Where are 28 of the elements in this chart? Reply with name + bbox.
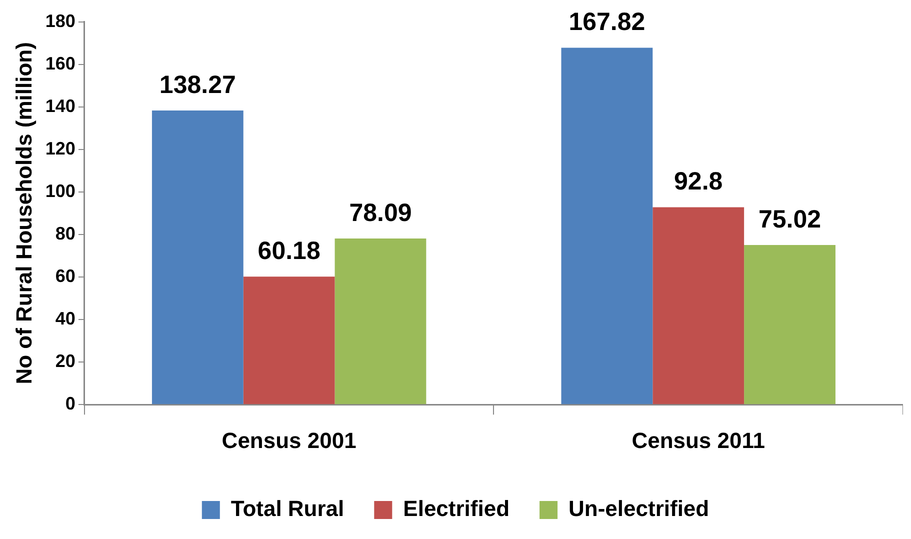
- bar: [334, 238, 426, 404]
- y-tick-label: 20: [55, 351, 76, 372]
- data-label: 60.18: [258, 237, 320, 266]
- bar: [652, 207, 744, 404]
- y-tick-label: 120: [45, 138, 76, 158]
- data-label: 78.09: [349, 198, 412, 227]
- y-tick-label: 0: [65, 394, 76, 414]
- y-tick-label: 160: [45, 53, 76, 74]
- bar: [243, 276, 335, 404]
- data-label: 75.02: [758, 205, 822, 234]
- bar: [561, 48, 653, 404]
- bar: [744, 245, 836, 404]
- y-tick-label: 140: [45, 96, 76, 116]
- y-tick-label: 40: [55, 308, 76, 328]
- y-tick-label: 60: [55, 266, 76, 286]
- x-tick-label: Census 2001: [222, 428, 356, 453]
- y-tick-label: 180: [45, 10, 76, 31]
- data-label: 138.27: [159, 70, 236, 99]
- y-tick-label: 100: [45, 180, 76, 201]
- y-tick-label: 80: [55, 223, 76, 244]
- data-label: 167.82: [568, 8, 646, 36]
- data-label: 92.8: [674, 168, 723, 196]
- legend-label: Total Rural: [230, 496, 344, 522]
- y-axis-title: No of Rural Households (million): [11, 42, 36, 384]
- bar: [152, 110, 244, 404]
- legend-label: Un-electrified: [568, 496, 710, 522]
- x-tick-label: Census 2011: [632, 428, 766, 453]
- legend-label: Electrified: [403, 496, 510, 522]
